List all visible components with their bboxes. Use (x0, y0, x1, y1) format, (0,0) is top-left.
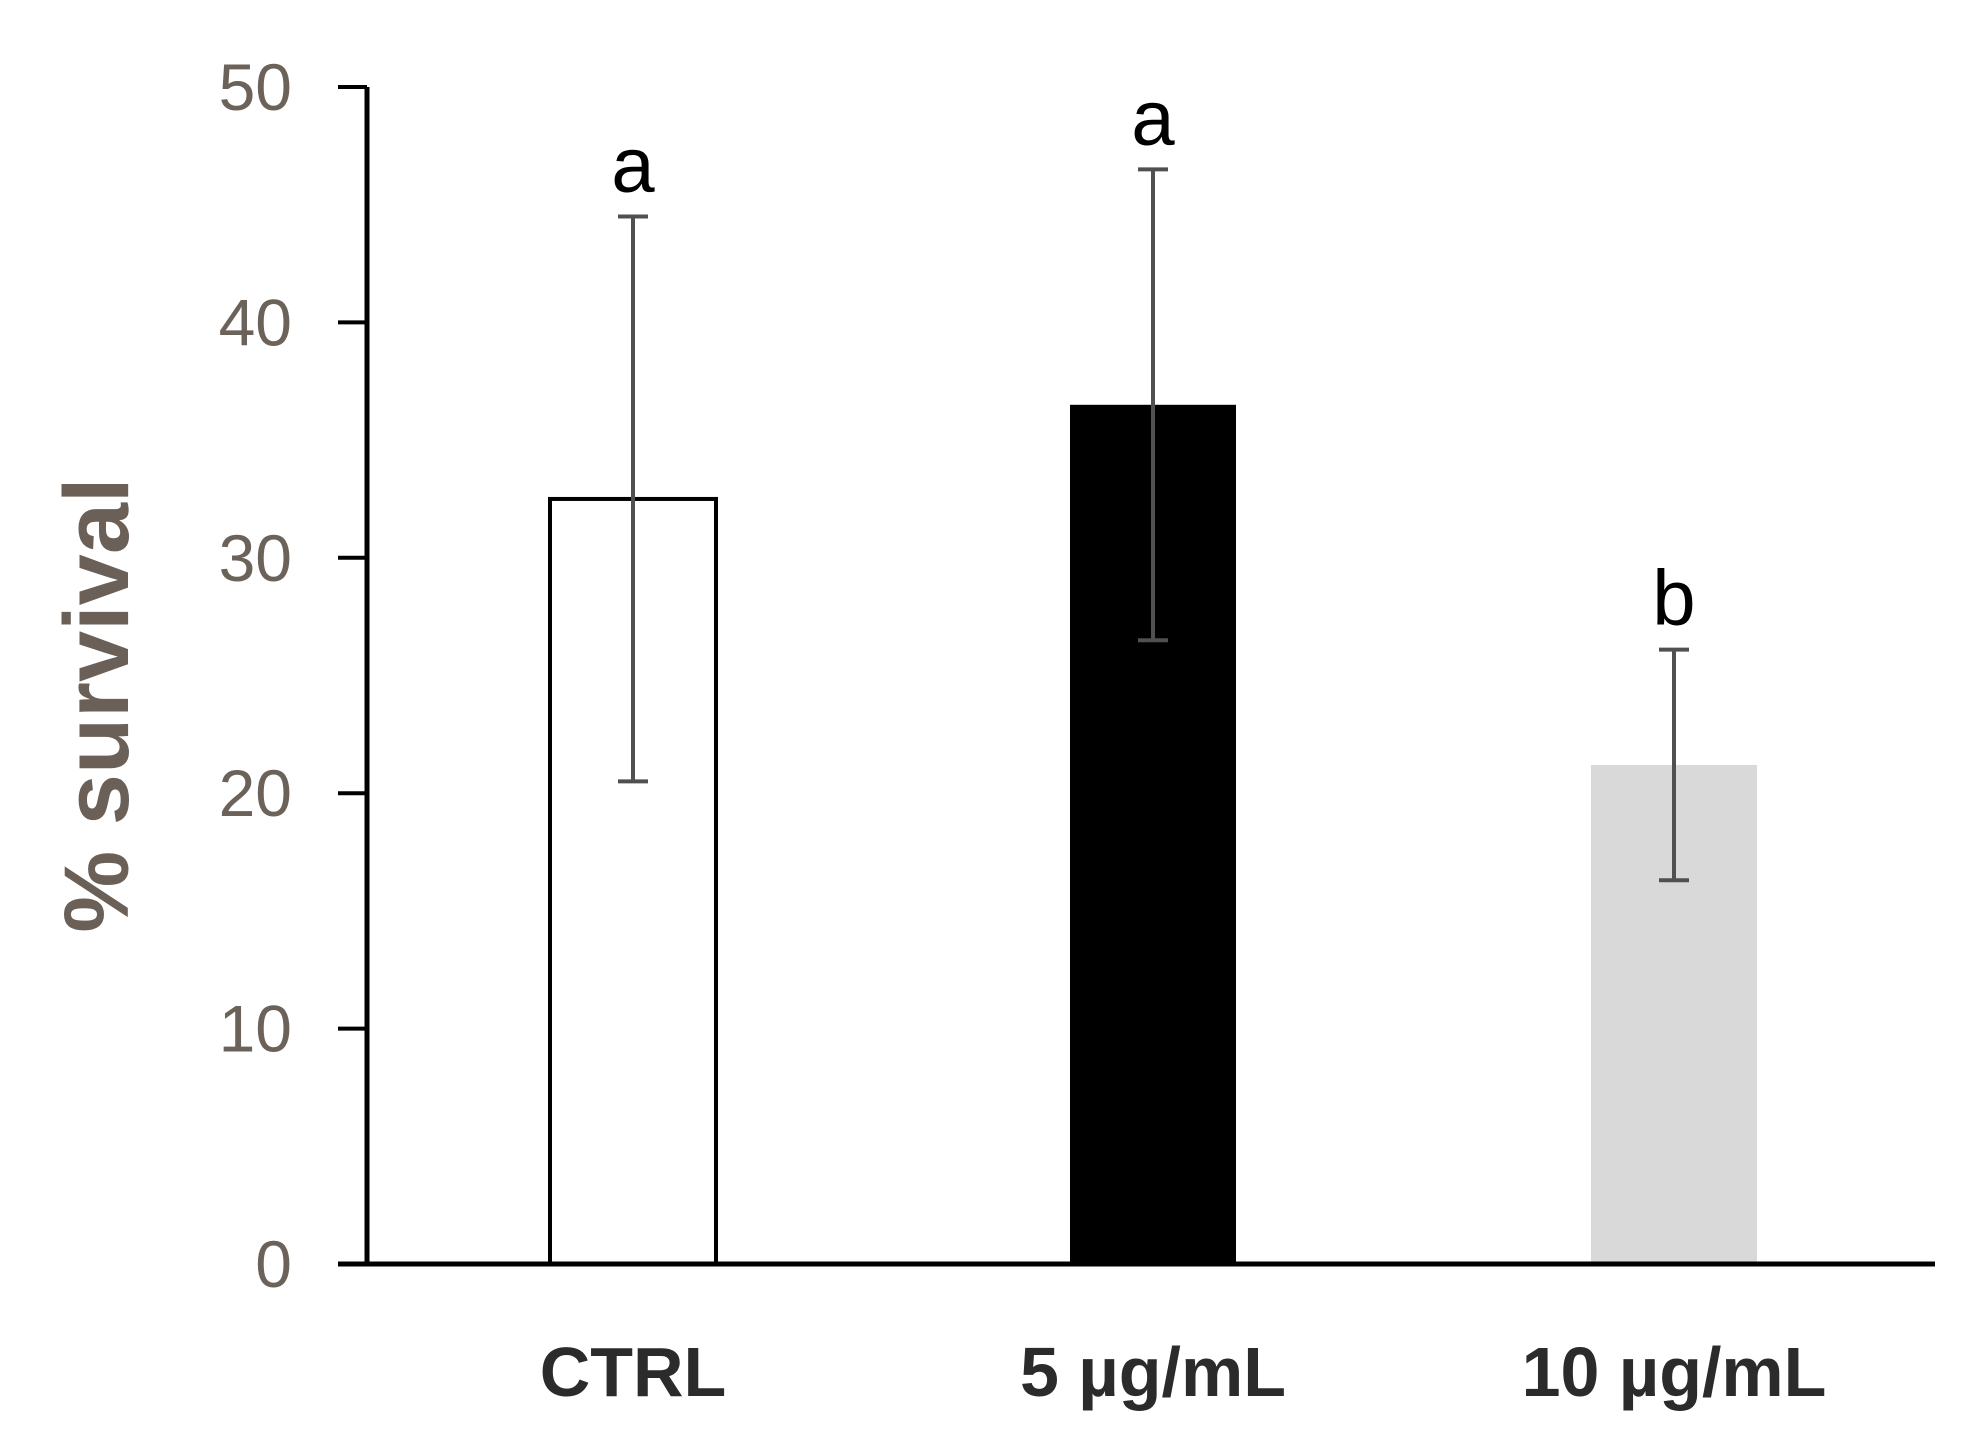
y-tick-label: 30 (219, 521, 292, 595)
y-tick-label: 20 (219, 756, 292, 830)
significance-label-0: a (611, 120, 655, 208)
significance-label-2: b (1652, 554, 1695, 642)
y-tick-label: 40 (219, 285, 292, 359)
bars (548, 404, 1757, 1266)
y-tick-label: 10 (219, 992, 292, 1066)
error-bar-2 (1659, 647, 1689, 883)
category-label-0: CTRL (540, 1333, 727, 1411)
significance-labels: a a b (611, 73, 1695, 641)
x-axis-categories: CTRL 5 µg/mL 10 µg/mL (540, 1333, 1827, 1411)
error-bar-1 (1138, 167, 1168, 643)
category-label-2: 10 µg/mL (1522, 1333, 1827, 1411)
error-bars (618, 167, 1689, 883)
significance-label-1: a (1131, 73, 1175, 161)
y-tick-label: 0 (255, 1227, 292, 1301)
y-axis-ticks: 0 10 20 30 40 50 (219, 50, 367, 1301)
error-bar-0 (618, 214, 648, 784)
category-label-1: 5 µg/mL (1020, 1333, 1286, 1411)
y-axis-label: % survival (46, 477, 148, 932)
y-tick-label: 50 (219, 50, 292, 124)
